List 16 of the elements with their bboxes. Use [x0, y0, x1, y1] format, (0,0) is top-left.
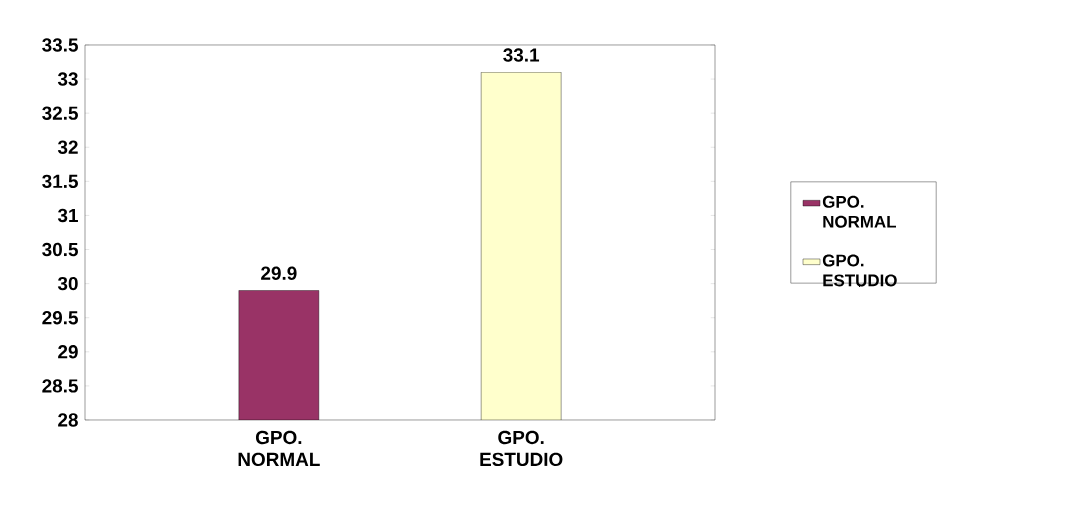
y-tick-label: 30.5: [42, 242, 78, 257]
data-label: 33.1: [503, 48, 540, 62]
y-tick-label: 28.5: [42, 379, 78, 393]
y-tick-label: 29: [58, 345, 78, 359]
y-tick-label: 31: [57, 208, 78, 223]
y-tick-label: 29.5: [42, 311, 78, 325]
legend-label: GPO. NORMAL: [822, 195, 896, 228]
y-tick-label: 28: [58, 413, 78, 427]
y-tick-label: 32: [57, 140, 78, 154]
y-tick-label: 31.5: [42, 174, 78, 189]
data-label: 29.9: [261, 266, 297, 280]
y-tick-label: 33: [57, 72, 78, 86]
y-tick-label: 30: [57, 276, 78, 291]
y-tick-label: 33.5: [42, 38, 78, 52]
legend-label: GPO. ESTUDIO: [822, 254, 897, 287]
y-tick-label: 32.5: [42, 106, 78, 120]
